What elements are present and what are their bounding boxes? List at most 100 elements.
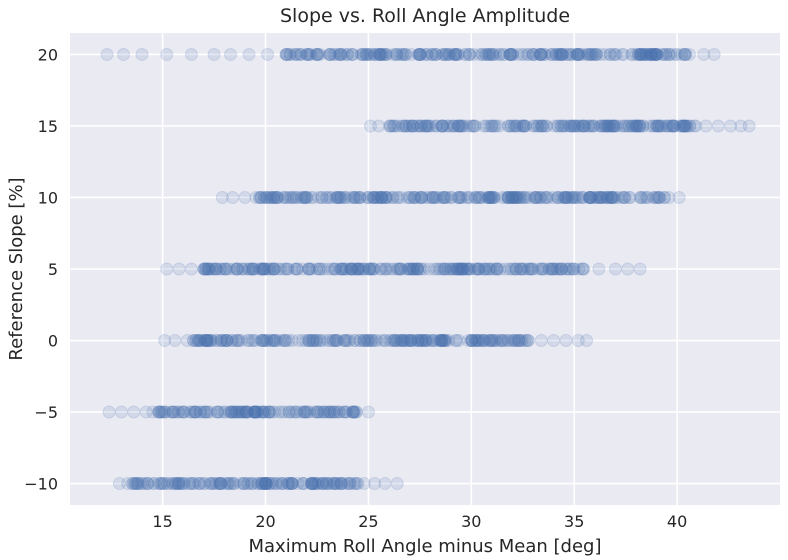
data-point <box>418 334 432 348</box>
data-point <box>342 477 356 491</box>
data-point <box>315 477 329 491</box>
data-point <box>413 47 427 61</box>
data-point <box>538 47 552 61</box>
data-point <box>334 190 348 204</box>
data-point <box>272 405 286 419</box>
data-point <box>205 262 219 276</box>
data-point <box>577 119 591 133</box>
data-point <box>278 190 292 204</box>
data-point <box>220 477 234 491</box>
data-point <box>403 262 417 276</box>
data-point <box>399 47 413 61</box>
data-point <box>415 334 429 348</box>
data-point <box>281 190 295 204</box>
data-point <box>241 405 255 419</box>
data-point <box>555 47 569 61</box>
data-point <box>606 190 620 204</box>
data-point <box>290 262 304 276</box>
data-point <box>554 47 568 61</box>
data-point <box>420 47 434 61</box>
data-point <box>248 334 262 348</box>
data-point <box>503 47 517 61</box>
data-point <box>648 47 662 61</box>
data-point <box>575 262 589 276</box>
data-point <box>668 47 682 61</box>
data-point <box>442 47 456 61</box>
data-point <box>458 47 472 61</box>
data-point <box>578 119 592 133</box>
data-point <box>275 477 289 491</box>
data-point <box>357 334 371 348</box>
data-point <box>186 477 200 491</box>
data-point <box>263 405 277 419</box>
data-point <box>245 262 259 276</box>
data-point <box>601 190 615 204</box>
data-point <box>271 262 285 276</box>
data-point <box>460 262 474 276</box>
data-point <box>418 334 432 348</box>
data-point <box>238 405 252 419</box>
data-point <box>222 262 236 276</box>
data-point <box>581 47 595 61</box>
data-point <box>232 405 246 419</box>
data-point <box>331 477 345 491</box>
data-point <box>311 477 325 491</box>
data-point <box>312 262 326 276</box>
data-point <box>226 190 240 204</box>
data-point <box>402 262 416 276</box>
data-point <box>617 119 631 133</box>
data-point <box>199 262 213 276</box>
data-point <box>444 190 458 204</box>
data-point <box>388 334 402 348</box>
data-point <box>512 334 526 348</box>
data-point <box>654 119 668 133</box>
data-point <box>653 190 667 204</box>
data-point <box>463 47 477 61</box>
data-point <box>240 405 254 419</box>
data-point <box>424 190 438 204</box>
data-point <box>501 190 515 204</box>
data-point <box>385 334 399 348</box>
data-point <box>256 262 270 276</box>
data-point <box>178 477 192 491</box>
data-point <box>576 119 590 133</box>
data-point <box>208 262 222 276</box>
data-point <box>596 190 610 204</box>
data-point <box>284 190 298 204</box>
data-point <box>254 405 268 419</box>
data-point <box>330 405 344 419</box>
data-point <box>389 334 403 348</box>
data-point <box>555 262 569 276</box>
data-point <box>662 190 676 204</box>
data-point <box>226 477 240 491</box>
data-point <box>535 262 549 276</box>
data-point <box>255 262 269 276</box>
data-point <box>193 334 207 348</box>
data-point <box>197 477 211 491</box>
data-point <box>646 119 660 133</box>
data-point <box>601 119 615 133</box>
data-point <box>575 119 589 133</box>
data-point <box>232 334 246 348</box>
data-point <box>247 405 261 419</box>
data-point <box>493 262 507 276</box>
data-point <box>452 262 466 276</box>
data-point <box>468 334 482 348</box>
data-point <box>483 190 497 204</box>
data-point <box>276 477 290 491</box>
data-point <box>564 119 578 133</box>
data-point <box>454 262 468 276</box>
data-point <box>304 47 318 61</box>
data-point <box>435 47 449 61</box>
data-point <box>262 405 276 419</box>
data-point <box>189 334 203 348</box>
data-point <box>534 119 548 133</box>
data-point <box>589 47 603 61</box>
grid-lines <box>70 33 780 505</box>
data-point <box>301 334 315 348</box>
data-point <box>586 47 600 61</box>
data-point <box>571 47 585 61</box>
data-point <box>312 405 326 419</box>
data-point <box>191 477 205 491</box>
data-point <box>644 47 658 61</box>
